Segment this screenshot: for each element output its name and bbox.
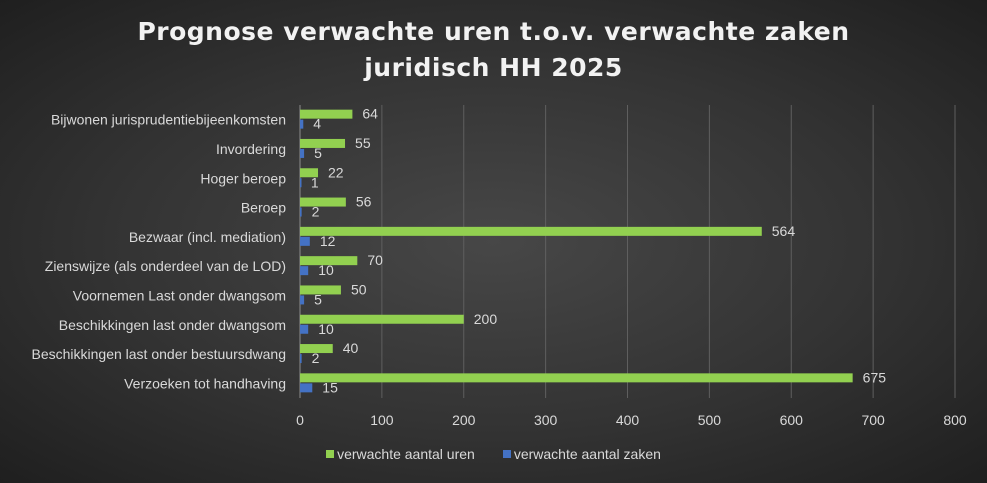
bar-zaken (300, 207, 302, 217)
legend: verwachte aantal uren verwachte aantal z… (0, 446, 987, 462)
bar-uren (300, 344, 333, 354)
bar-uren (300, 109, 353, 119)
data-label-zaken: 5 (314, 145, 322, 161)
category-label: Verzoeken tot handhaving (124, 375, 286, 391)
bar-zaken (300, 295, 305, 305)
data-label-uren: 675 (863, 369, 887, 385)
category-label: Beschikkingen last onder dwangsom (59, 317, 286, 333)
chart-title: Prognose verwachte uren t.o.v. verwachte… (0, 14, 987, 86)
legend-swatch-zaken (502, 450, 511, 458)
bar-zaken (300, 119, 304, 129)
data-label-uren: 55 (355, 135, 371, 151)
x-tick-label: 100 (370, 412, 394, 428)
x-tick-label: 200 (452, 412, 476, 428)
data-label-uren: 70 (367, 252, 383, 268)
legend-swatch-uren (326, 450, 335, 458)
bar-zaken (300, 266, 309, 276)
category-label: Beschikkingen last onder bestuursdwang (32, 346, 287, 362)
data-label-uren: 64 (362, 106, 378, 122)
bar-zaken (300, 383, 313, 393)
data-label-zaken: 2 (312, 350, 320, 366)
category-label: Invordering (216, 141, 286, 157)
data-label-uren: 200 (474, 311, 498, 327)
bar-zaken (300, 236, 310, 246)
bar-zaken (300, 178, 302, 188)
data-label-zaken: 5 (314, 291, 322, 307)
category-label: Beroep (241, 200, 286, 216)
data-label-zaken: 12 (320, 233, 336, 249)
bar-zaken (300, 324, 309, 334)
category-label: Bezwaar (incl. mediation) (129, 229, 286, 245)
data-label-uren: 50 (351, 281, 367, 297)
bar-uren (300, 256, 358, 266)
bar-uren (300, 197, 346, 207)
category-label: Hoger beroep (200, 170, 286, 186)
bar-uren (300, 373, 853, 383)
legend-item-uren: verwachte aantal uren (326, 446, 475, 462)
data-label-zaken: 1 (311, 174, 319, 190)
category-label: Bijwonen jurisprudentiebijeenkomsten (51, 112, 286, 128)
category-label: Voornemen Last onder dwangsom (73, 287, 286, 303)
data-label-uren: 22 (328, 164, 344, 180)
x-tick-label: 500 (698, 412, 722, 428)
bar-uren (300, 314, 464, 324)
data-label-uren: 40 (343, 340, 359, 356)
legend-label-zaken: verwachte aantal zaken (513, 446, 661, 462)
x-tick-label: 300 (534, 412, 558, 428)
data-label-zaken: 4 (313, 116, 321, 132)
x-tick-label: 800 (943, 412, 967, 428)
legend-item-zaken: verwachte aantal zaken (502, 446, 661, 462)
x-tick-label: 600 (780, 412, 804, 428)
data-label-uren: 56 (356, 194, 372, 210)
bar-zaken (300, 148, 305, 158)
chart-title-line1: Prognose verwachte uren t.o.v. verwachte… (137, 17, 850, 46)
bar-uren (300, 138, 346, 148)
data-label-zaken: 10 (318, 262, 334, 278)
x-tick-label: 400 (616, 412, 640, 428)
legend-label-uren: verwachte aantal uren (337, 446, 475, 462)
bar-zaken (300, 354, 302, 364)
data-label-zaken: 10 (318, 321, 334, 337)
category-label: Zienswijze (als onderdeel van de LOD) (45, 258, 286, 274)
x-tick-label: 700 (861, 412, 885, 428)
data-label-uren: 564 (772, 223, 796, 239)
data-label-zaken: 2 (312, 204, 320, 220)
chart-title-line2: juridisch HH 2025 (364, 53, 623, 82)
data-label-zaken: 15 (322, 379, 338, 395)
bar-uren (300, 168, 319, 178)
x-tick-label: 0 (296, 412, 304, 428)
bar-uren (300, 226, 762, 236)
bar-uren (300, 285, 341, 295)
